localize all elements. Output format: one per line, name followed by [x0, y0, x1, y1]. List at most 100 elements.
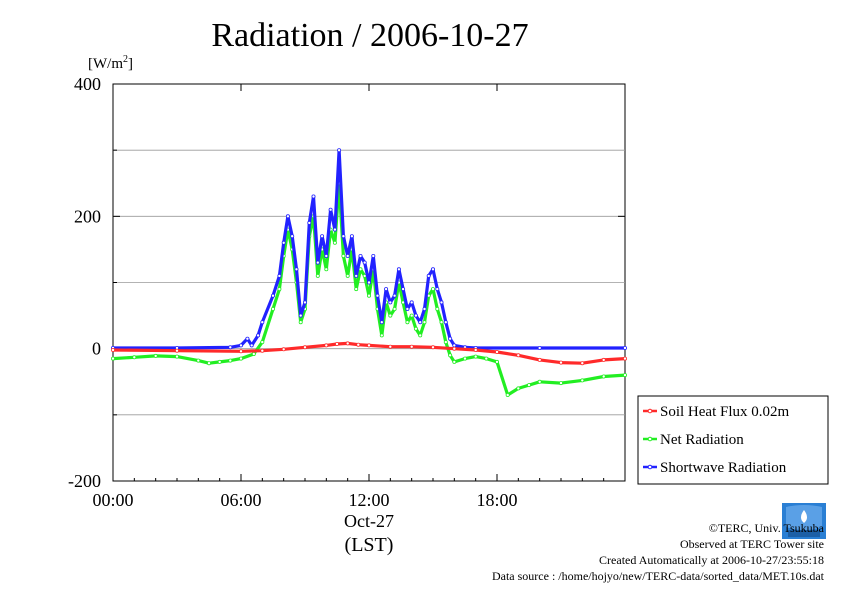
data-point [324, 343, 329, 348]
data-point [527, 383, 532, 388]
data-point [443, 340, 448, 345]
data-point [484, 356, 489, 361]
data-point [537, 379, 542, 384]
data-point [251, 351, 256, 356]
data-point [298, 313, 303, 318]
data-point [341, 253, 346, 258]
data-point [324, 267, 329, 272]
data-point [260, 320, 265, 325]
data-point [439, 320, 444, 325]
data-point [174, 354, 179, 359]
data-point [302, 300, 307, 305]
data-point [601, 357, 606, 362]
legend: Soil Heat Flux 0.02m Net Radiation Shortwa… [637, 395, 829, 485]
data-point [366, 293, 371, 298]
data-point [362, 260, 367, 265]
data-point [401, 287, 406, 292]
data-point [580, 361, 585, 366]
chart-title: Radiation / 2006-10-27 [211, 17, 528, 54]
data-point [413, 326, 418, 331]
data-point [328, 207, 333, 212]
data-point [277, 287, 282, 292]
data-point [132, 355, 137, 360]
data-point [354, 287, 359, 292]
data-point [238, 356, 243, 361]
data-point [422, 320, 427, 325]
data-point [174, 348, 179, 353]
data-point [281, 347, 286, 352]
data-point [111, 347, 116, 352]
data-point [294, 267, 299, 272]
data-point [388, 313, 393, 318]
x-tick-label: 18:00 [476, 490, 517, 510]
data-point [320, 234, 325, 239]
data-point [426, 273, 431, 278]
data-point [334, 341, 339, 346]
data-point [345, 273, 350, 278]
data-point [307, 220, 312, 225]
data-point [516, 386, 521, 391]
data-point [206, 361, 211, 366]
data-point [260, 348, 265, 353]
data-point [505, 392, 510, 397]
data-point [392, 293, 397, 298]
copyright-text: ©TERC, Univ. Tsukuba [708, 521, 824, 535]
source-text: Data source : /home/hojyo/new/TERC-data/… [491, 569, 824, 583]
data-point [409, 300, 414, 305]
data-point [559, 381, 564, 386]
series-group [111, 148, 628, 397]
data-point [356, 342, 361, 347]
terc-logo [782, 503, 826, 539]
data-point [245, 336, 250, 341]
data-point [285, 214, 290, 219]
data-point [494, 349, 499, 354]
data-point [256, 333, 261, 338]
data-point [375, 293, 380, 298]
data-point [405, 306, 410, 311]
data-point [384, 287, 389, 292]
data-point [249, 343, 254, 348]
data-point [298, 320, 303, 325]
data-point [448, 353, 453, 358]
data-point [623, 373, 628, 378]
data-point [238, 349, 243, 354]
data-point [349, 234, 354, 239]
data-point [452, 359, 457, 364]
data-point [494, 359, 499, 364]
data-point [452, 346, 457, 351]
data-point [435, 287, 440, 292]
x-axis-label: (LST) [345, 534, 394, 556]
credits-block: ©TERC, Univ. Tsukuba Observed at TERC To… [492, 520, 824, 584]
data-point [537, 357, 542, 362]
data-point [418, 333, 423, 338]
data-point [448, 336, 453, 341]
data-point [354, 273, 359, 278]
data-point [228, 345, 233, 350]
data-point [345, 341, 350, 346]
axis-ticks: -200 0 200 400 00:00 06:00 12:00 18:00 [68, 74, 625, 510]
legend-marker [647, 464, 653, 470]
data-point [366, 280, 371, 285]
y-axis-label: [W/m2] [88, 54, 133, 72]
created-text: Created Automatically at 2006-10-27/23:5… [599, 553, 824, 567]
data-point [281, 240, 286, 245]
data-point [270, 293, 275, 298]
data-point [345, 253, 350, 258]
y-tick-label: 400 [74, 74, 101, 94]
data-point [392, 306, 397, 311]
y-axis-label-close: ] [128, 56, 133, 72]
data-point [580, 378, 585, 383]
legend-marker [647, 436, 653, 442]
data-point [559, 360, 564, 365]
data-point [462, 356, 467, 361]
data-point [337, 148, 342, 153]
data-point [238, 343, 243, 348]
data-point [388, 300, 393, 305]
x-tick-label: 00:00 [92, 490, 133, 510]
data-point [324, 253, 329, 258]
y-axis-label-main: [W/m [88, 56, 123, 72]
data-point [379, 333, 384, 338]
data-point [430, 267, 435, 272]
y-tick-label: -200 [68, 471, 101, 491]
